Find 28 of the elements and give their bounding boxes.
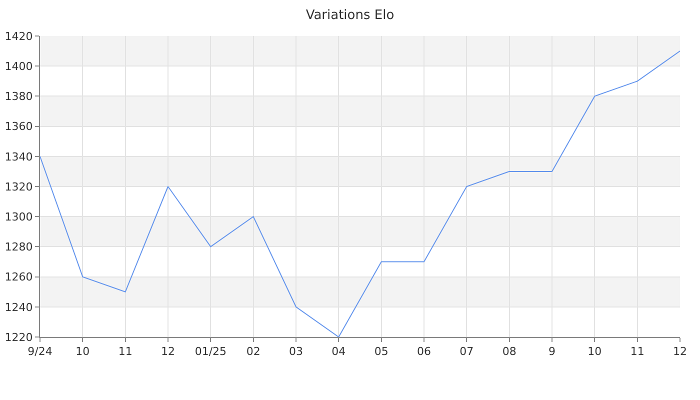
x-tick-label: 03 bbox=[289, 345, 303, 358]
y-tick-label: 1280 bbox=[4, 240, 33, 254]
x-tick-label: 11 bbox=[118, 345, 132, 358]
x-tick-label: 06 bbox=[417, 345, 431, 358]
y-tick-label: 1420 bbox=[4, 30, 33, 43]
chart-title: Variations Elo bbox=[306, 8, 394, 24]
x-tick-label: 05 bbox=[374, 345, 388, 358]
y-tick-label: 1260 bbox=[4, 270, 33, 284]
x-tick-label: 12 bbox=[161, 345, 175, 358]
y-tick-label: 1240 bbox=[4, 300, 33, 314]
y-tick-label: 1340 bbox=[4, 150, 33, 164]
x-tick-label: 12 bbox=[673, 345, 687, 358]
x-tick-label: 02 bbox=[246, 345, 260, 358]
y-tick-label: 1300 bbox=[4, 210, 33, 224]
y-tick-label: 1220 bbox=[4, 330, 33, 344]
x-tick-label: 04 bbox=[332, 345, 346, 358]
y-tick-label: 1380 bbox=[4, 90, 33, 104]
x-tick-label: 9/24 bbox=[28, 345, 52, 358]
x-tick-label: 07 bbox=[460, 345, 474, 358]
x-tick-label: 9 bbox=[548, 345, 556, 358]
x-tick-label: 11 bbox=[630, 345, 644, 358]
x-tick-label: 10 bbox=[588, 345, 602, 358]
x-tick-label: 01/25 bbox=[194, 345, 227, 358]
y-tick-label: 1320 bbox=[4, 180, 33, 194]
y-tick-label: 1400 bbox=[4, 60, 33, 73]
x-tick-label: 08 bbox=[502, 345, 516, 358]
y-tick-label: 1360 bbox=[4, 120, 33, 134]
x-tick-label: 10 bbox=[76, 345, 90, 358]
